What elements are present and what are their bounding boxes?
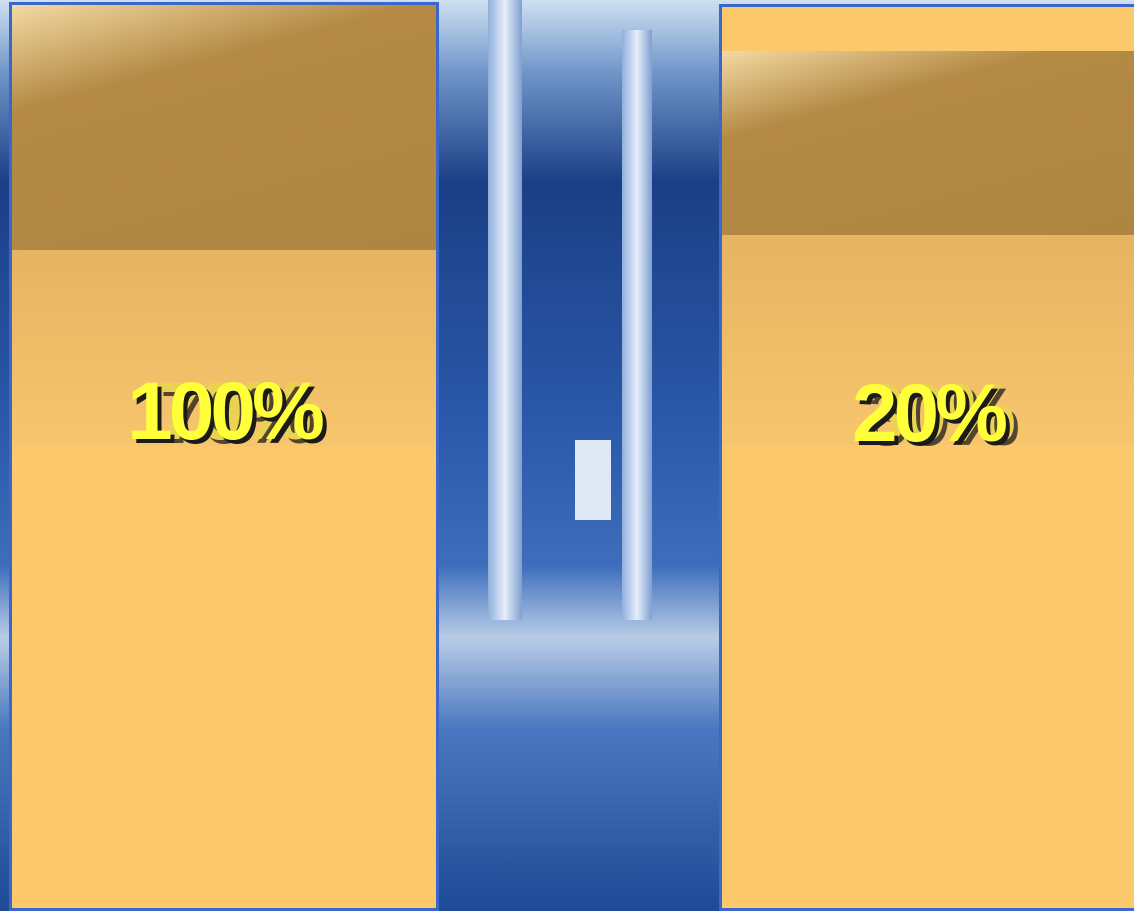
right-panel: 30% 20% bbox=[719, 4, 1134, 911]
slide: 70% 100% 30% 20% bbox=[0, 0, 1134, 911]
percent-label: 100% bbox=[12, 365, 436, 459]
pump bbox=[575, 440, 611, 520]
left-panel: 70% 100% bbox=[9, 2, 439, 911]
pole bbox=[488, 0, 522, 620]
pole bbox=[622, 30, 652, 620]
percent-label: 20% bbox=[722, 367, 1134, 461]
panel-shade bbox=[722, 51, 1134, 235]
panel-shade bbox=[12, 5, 436, 250]
